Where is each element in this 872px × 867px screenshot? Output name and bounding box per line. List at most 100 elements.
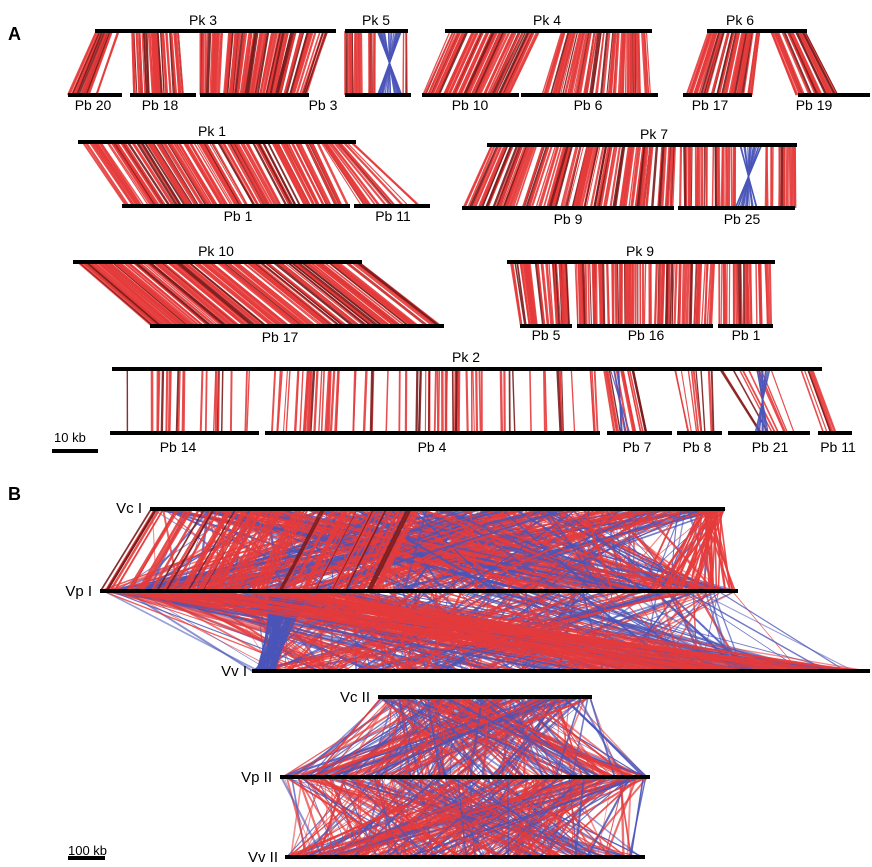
link-pk7-pb9 — [630, 144, 639, 209]
link-pk9-pb16 — [693, 261, 697, 327]
link-pk9-pb5 — [522, 261, 533, 327]
link-pk6-pb17 — [704, 30, 724, 96]
link-pk3-pb3 — [249, 30, 262, 96]
link-pk4-pb10 — [422, 30, 451, 96]
link-pk1-pb1 — [188, 141, 228, 207]
link-pk4-pb6 — [613, 30, 620, 96]
link-vc2-vp2 — [442, 696, 550, 778]
link-pk3-pb20 — [87, 30, 113, 96]
link-pk1-pb1 — [146, 141, 190, 207]
link-pk2-pb4 — [276, 368, 283, 434]
link-pk7-pb9 — [572, 144, 589, 209]
link-pk1-pb1 — [157, 141, 199, 207]
link-pk10-pb17 — [90, 261, 168, 327]
link-pk3-pb3 — [259, 30, 275, 96]
link-pk3-pb18 — [156, 30, 161, 96]
link-vc1-vp1 — [444, 508, 561, 592]
link-pk5 — [347, 30, 349, 96]
link-pk6-pb17 — [720, 30, 738, 96]
link-vc2-vp2 — [379, 696, 497, 778]
link-pk3-pb18 — [131, 30, 136, 96]
link-pk2-pb14 — [220, 368, 224, 434]
link-pk7-pb9 — [576, 144, 593, 209]
link-pk3-pb3 — [288, 30, 309, 96]
link-pk9-pb1 — [722, 261, 725, 327]
link-pk10-pb17 — [354, 261, 437, 327]
link-pk10-pb17 — [77, 261, 153, 327]
link-pk2-pb11 — [800, 368, 825, 434]
link-pk2-pb4 — [591, 368, 596, 434]
link-pk1-pb1 — [135, 141, 179, 207]
link-vc2-vp2 — [365, 696, 549, 778]
link-pk7-pb9 — [479, 144, 508, 209]
link-pk1-pb11 — [327, 141, 377, 207]
link-pk2-pb4 — [418, 368, 422, 434]
link-pk9-pb5 — [514, 261, 526, 327]
link-pk3-pb3 — [224, 30, 232, 96]
link-pk10-pb17 — [265, 261, 348, 327]
link-pk1-pb11 — [329, 141, 380, 207]
link-vc2-vp2 — [282, 696, 454, 778]
link-pk1-pb1 — [246, 141, 282, 207]
label-pb17: Pb 17 — [262, 329, 299, 345]
link-pk10-pb17 — [168, 261, 249, 327]
link-vp1-vv1 — [262, 590, 272, 672]
link-pk2-pb11 — [810, 368, 837, 434]
link-vp1-vv1 — [696, 590, 854, 672]
link-pk7-pb9 — [521, 144, 545, 209]
link-pk4-pb10 — [476, 30, 508, 96]
link-pk3-pb3 — [234, 30, 244, 96]
link-pk9-pb16 — [592, 261, 597, 327]
link-pk1-pb1 — [175, 141, 215, 207]
link-vc2-vp2 — [471, 696, 545, 778]
link-pk4-pb6 — [624, 30, 627, 96]
link-vp1-vv1 — [124, 590, 279, 672]
link-vp2-vv2 — [304, 776, 576, 858]
link-pk1-pb1 — [172, 141, 213, 207]
link-pk3-pb3 — [278, 30, 297, 96]
link-vc1-vp1 — [109, 508, 161, 592]
label-pb5: Pb 5 — [532, 327, 561, 343]
link-pk2-pb4 — [352, 368, 357, 434]
link-vp2-vv2 — [413, 776, 509, 858]
link-pk4-pb6 — [549, 30, 570, 96]
link-vp2-vv2 — [569, 776, 609, 858]
link-pk1-pb1 — [257, 141, 294, 207]
link-vc1-vp1 — [477, 508, 601, 592]
link-pk10-pb17 — [218, 261, 300, 327]
link-pk10-pb17 — [278, 261, 361, 327]
link-pk7-pb9 — [640, 144, 649, 209]
link-pk4-pb10 — [498, 30, 530, 96]
link-vc1-vp1 — [358, 508, 401, 592]
link-pk1-pb1 — [81, 141, 127, 207]
link-vp2-vv2 — [329, 776, 334, 858]
link-vp2-vv2 — [457, 776, 467, 858]
link-pk3-pb18 — [165, 30, 172, 96]
link-vc1-vp1 — [165, 508, 215, 592]
link-pk4-pb6 — [578, 30, 593, 96]
link-vc1-vp1 — [205, 508, 253, 592]
link-pk4-pb10 — [428, 30, 459, 96]
link-pk10-pb17 — [241, 261, 321, 327]
link-pk2-pb14 — [214, 368, 218, 434]
link-pk6-pb19 — [804, 30, 839, 96]
link-pk3-pb3 — [233, 30, 242, 96]
link-pk1-pb1 — [110, 141, 154, 207]
link-vc1-vp1 — [308, 508, 354, 592]
link-pk2-pb4 — [561, 368, 564, 434]
label-vc-i: Vc I — [116, 500, 142, 517]
link-pk7-pb9 — [500, 144, 526, 209]
link-pk10-pb17 — [152, 261, 231, 327]
link-pk1-pb1 — [242, 141, 279, 207]
link-pk7-pb25 — [690, 144, 693, 209]
link-pk2-pb8 — [710, 368, 715, 434]
link-vp1-vv1 — [195, 590, 677, 672]
link-pk7-pb9 — [481, 144, 509, 209]
link-pk7-pb9 — [535, 144, 557, 209]
link-pk10-pb17 — [242, 261, 324, 327]
link-pk3-pb3 — [302, 30, 325, 96]
link-vc2-vp2 — [397, 696, 424, 778]
link-pk10-pb17 — [276, 261, 357, 327]
link-pk4-pb6 — [602, 30, 611, 96]
label-pb19: Pb 19 — [796, 97, 833, 113]
